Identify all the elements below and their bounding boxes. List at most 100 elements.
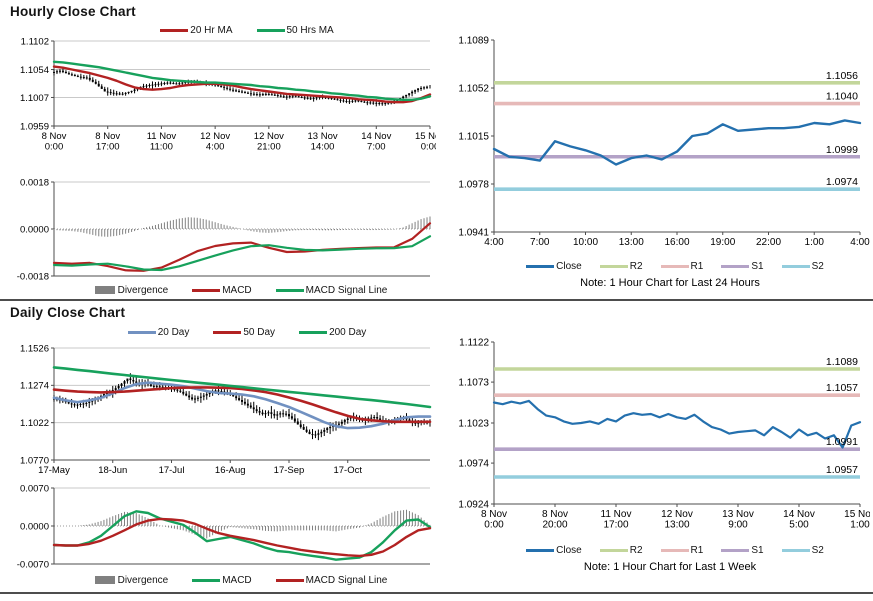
svg-text:4:00: 4:00 bbox=[850, 237, 870, 248]
legend-r1: R1 bbox=[660, 544, 704, 556]
legend-divergence: Divergence bbox=[94, 284, 169, 296]
macd-signal-line-line bbox=[52, 235, 432, 272]
svg-text:0.0000: 0.0000 bbox=[20, 521, 49, 532]
weekly-levels-chart: 1.1122 1.1073 1.1023 1.0974 1.0924 8 Nov 0:00 8… bbox=[440, 332, 870, 573]
legend-divergence: Divergence bbox=[94, 574, 169, 586]
r1-value-label: 1.1040 bbox=[826, 91, 858, 103]
s1-value-label: 1.0991 bbox=[826, 436, 858, 448]
svg-text:17-May: 17-May bbox=[38, 465, 70, 476]
svg-text:1.1015: 1.1015 bbox=[458, 131, 489, 142]
svg-text:1.0974: 1.0974 bbox=[458, 458, 489, 469]
legend-s2: S2 bbox=[781, 260, 824, 272]
macd-signal-line-line bbox=[52, 517, 432, 558]
legend-label: Close bbox=[556, 260, 582, 272]
daily-price-chart: 20 Day 50 Day 200 Day 1.1526 1.1274 1.1022 1.0… bbox=[6, 324, 436, 478]
svg-text:22:00: 22:00 bbox=[756, 237, 781, 248]
200-day-swatch-icon bbox=[299, 330, 328, 334]
daily-macd-chart: 0.0070 0.0000 -0.0070 Divergence MACD MACD Si… bbox=[6, 482, 436, 588]
s1-value-label: 1.0999 bbox=[826, 144, 858, 156]
svg-text:1.1073: 1.1073 bbox=[458, 377, 489, 388]
legend-s1: S1 bbox=[721, 545, 764, 556]
r2-value-label: 1.1089 bbox=[826, 356, 858, 368]
hourly-section-title: Hourly Close Chart bbox=[10, 4, 136, 19]
bottom-divider bbox=[0, 592, 873, 594]
legend-label: S2 bbox=[811, 260, 824, 272]
hourly-price-chart: 20 Hr MA 50 Hrs MA 1.1102 1.1054 1.1007 1.095… bbox=[6, 22, 436, 158]
legend-macd: MACD bbox=[192, 284, 252, 296]
svg-text:1.0959: 1.0959 bbox=[20, 121, 49, 132]
svg-text:0.0018: 0.0018 bbox=[20, 177, 49, 188]
svg-text:1.1054: 1.1054 bbox=[20, 65, 49, 76]
r2-swatch-icon bbox=[599, 548, 628, 552]
hourly-macd-chart: 0.0018 0.0000 -0.0018 Divergence MACD MACD Si… bbox=[6, 170, 436, 298]
svg-text:-0.0070: -0.0070 bbox=[17, 559, 49, 570]
legend-label: Close bbox=[556, 544, 582, 556]
legend-macd-signal-line: MACD Signal Line bbox=[275, 575, 387, 586]
legend-s1: S1 bbox=[721, 261, 764, 272]
svg-text:1.0978: 1.0978 bbox=[458, 179, 489, 190]
s1-swatch-icon bbox=[721, 548, 750, 552]
legend-label: 50 Hrs MA bbox=[286, 24, 334, 36]
close-swatch-icon bbox=[526, 264, 555, 268]
s2-swatch-icon bbox=[781, 548, 810, 552]
legend-label: Divergence bbox=[117, 574, 169, 586]
legend-r1: R1 bbox=[660, 261, 703, 272]
svg-text:1:00: 1:00 bbox=[805, 237, 825, 248]
daily-macd-plot: 0.0070 0.0000 -0.0070 bbox=[17, 483, 432, 570]
svg-text:1.1052: 1.1052 bbox=[458, 83, 489, 94]
legend-20-hr-ma: 20 Hr MA bbox=[160, 24, 233, 36]
svg-text:4:00: 4:00 bbox=[484, 237, 504, 248]
svg-text:1.1007: 1.1007 bbox=[20, 93, 49, 104]
svg-text:-0.0018: -0.0018 bbox=[17, 271, 49, 282]
50-day-line bbox=[52, 386, 432, 424]
50-hrs-ma-line bbox=[52, 60, 432, 101]
weekly-levels-legend: Close R2 R1 S1 S2 bbox=[440, 542, 870, 558]
svg-text:17-Jul: 17-Jul bbox=[159, 465, 185, 476]
divergence-swatch-icon bbox=[94, 286, 115, 294]
r1-swatch-icon bbox=[660, 264, 689, 268]
legend-macd-signal-line: MACD Signal Line bbox=[275, 285, 387, 296]
svg-text:1.1122: 1.1122 bbox=[459, 337, 489, 348]
legend-r2: R2 bbox=[599, 544, 643, 556]
20-hr-ma-swatch-icon bbox=[160, 28, 189, 32]
svg-text:1.1102: 1.1102 bbox=[21, 38, 49, 47]
200-day-line bbox=[52, 366, 432, 409]
legend-label: R2 bbox=[629, 544, 643, 556]
r2-swatch-icon bbox=[599, 264, 628, 268]
svg-text:1.0924: 1.0924 bbox=[458, 499, 489, 510]
hourly-levels-legend: Close R2 R1 S1 S2 bbox=[440, 258, 870, 274]
20-hr-ma-line bbox=[52, 65, 432, 104]
hourly-price-legend: 20 Hr MA 50 Hrs MA bbox=[6, 22, 436, 38]
weekly-levels-note: Note: 1 Hour Chart for Last 1 Week bbox=[583, 561, 757, 573]
legend-macd: MACD bbox=[192, 574, 252, 586]
svg-text:17-Sep: 17-Sep bbox=[274, 465, 305, 476]
svg-text:16:00: 16:00 bbox=[664, 237, 689, 248]
svg-text:1.1023: 1.1023 bbox=[458, 418, 489, 429]
macd-line bbox=[52, 510, 432, 561]
legend-label: 20 Hr MA bbox=[190, 24, 233, 36]
legend-s2: S2 bbox=[781, 545, 824, 556]
close-line bbox=[492, 399, 862, 449]
legend-label: Divergence bbox=[117, 284, 169, 296]
legend-r2: R2 bbox=[599, 261, 643, 272]
legend-label: MACD bbox=[222, 574, 252, 586]
50-hrs-ma-swatch-icon bbox=[256, 28, 285, 32]
svg-text:1.1526: 1.1526 bbox=[20, 343, 49, 354]
macd-signal-line-swatch-icon bbox=[275, 578, 304, 582]
divergence-swatch-icon bbox=[94, 576, 115, 584]
legend-label: R1 bbox=[690, 544, 704, 556]
legend-label: MACD bbox=[222, 284, 252, 296]
